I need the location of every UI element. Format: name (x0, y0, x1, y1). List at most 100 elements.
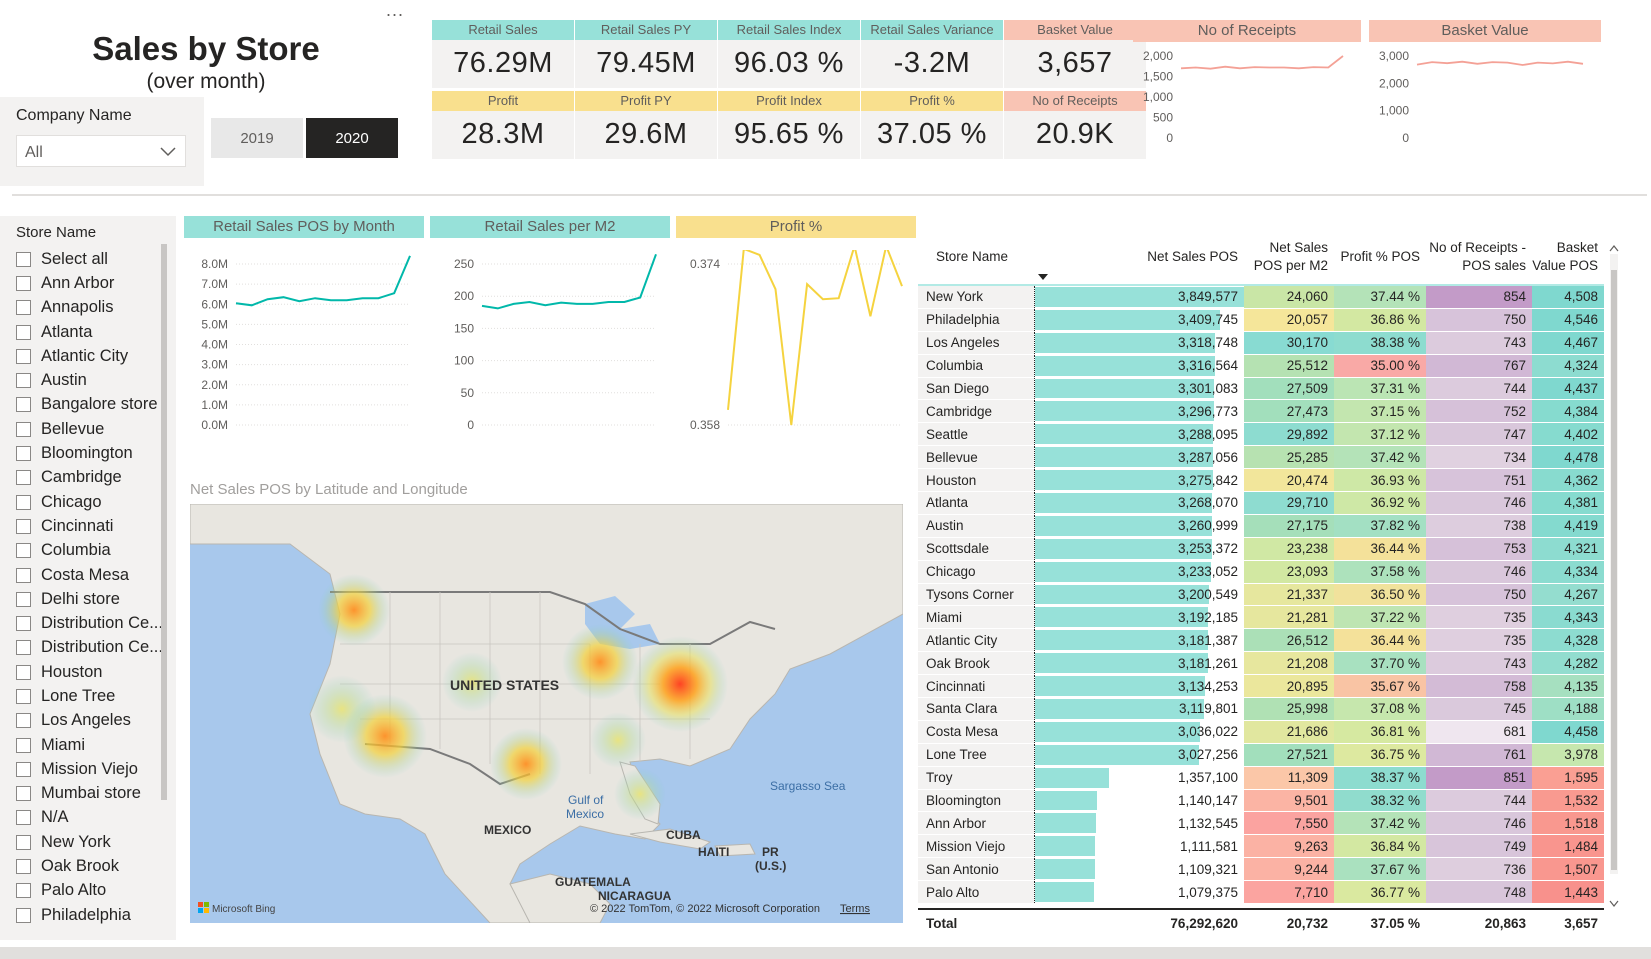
store-slicer-item[interactable]: Mission Viejo (16, 757, 176, 781)
year-2020-button[interactable]: 2020 (306, 118, 398, 158)
checkbox-icon[interactable] (16, 859, 31, 875)
store-slicer-item[interactable]: N/A (16, 806, 176, 830)
checkbox-icon[interactable] (16, 567, 31, 583)
table-row[interactable]: Bellevue 3,287,056 25,285 37.42 % 734 4,478 (918, 446, 1604, 470)
year-2019-button[interactable]: 2019 (211, 118, 303, 158)
kpi-card[interactable]: Profit Index 95.65 % (718, 91, 860, 159)
store-slicer-item[interactable]: Oak Brook (16, 854, 176, 878)
receipts-mini-chart[interactable]: No of Receipts 2,000 1,500 1,000 500 0 (1133, 20, 1361, 160)
store-slicer-item[interactable]: Mumbai store (16, 782, 176, 806)
store-slicer-item[interactable]: Annapolis (16, 296, 176, 320)
table-row[interactable]: New York 3,849,577 24,060 37.44 % 854 4,508 (918, 286, 1604, 309)
table-row[interactable]: Atlantic City 3,181,387 26,512 36.44 % 735 4,… (918, 629, 1604, 653)
checkbox-icon[interactable] (16, 883, 31, 899)
store-slicer-item[interactable]: Delhi store (16, 587, 176, 611)
table-row[interactable]: Houston 3,275,842 20,474 36.93 % 751 4,362 (918, 469, 1604, 493)
checkbox-icon[interactable] (16, 664, 31, 680)
table-row[interactable]: Mission Viejo 1,111,581 9,263 36.84 % 749 1,4… (918, 835, 1604, 859)
kpi-card[interactable]: Retail Sales 76.29M (432, 20, 574, 88)
store-slicer-item[interactable]: Houston (16, 660, 176, 684)
checkbox-icon[interactable] (16, 373, 31, 389)
checkbox-icon[interactable] (16, 470, 31, 486)
store-slicer-item[interactable]: Bangalore store (16, 393, 176, 417)
checkbox-icon[interactable] (16, 446, 31, 462)
table-row[interactable]: Columbia 3,316,564 25,512 35.00 % 767 4,324 (918, 354, 1604, 378)
kpi-card[interactable]: Profit 28.3M (432, 91, 574, 159)
table-row[interactable]: Atlanta 3,268,070 29,710 36.92 % 746 4,381 (918, 492, 1604, 515)
table-row[interactable]: Costa Mesa 3,036,022 21,686 36.81 % 681 4,458 (918, 720, 1604, 744)
checkbox-icon[interactable] (16, 761, 31, 777)
store-slicer-item[interactable]: Bellevue (16, 417, 176, 441)
checkbox-icon[interactable] (16, 300, 31, 316)
checkbox-icon[interactable] (16, 421, 31, 437)
table-row[interactable]: Tysons Corner 3,200,549 21,337 36.50 % 750 4,… (918, 583, 1604, 607)
store-slicer-item[interactable]: Costa Mesa (16, 563, 176, 587)
store-slicer-item[interactable]: Los Angeles (16, 709, 176, 733)
profit-pct-chart[interactable]: 0.374 0.358 (676, 250, 916, 440)
checkbox-icon[interactable] (16, 348, 31, 364)
store-slicer-item[interactable]: Cambridge (16, 466, 176, 490)
kpi-card[interactable]: Profit % 37.05 % (861, 91, 1003, 159)
store-slicer-item[interactable]: Chicago (16, 490, 176, 514)
checkbox-icon[interactable] (16, 688, 31, 704)
checkbox-icon[interactable] (16, 810, 31, 826)
checkbox-icon[interactable] (16, 907, 31, 923)
map-terms-link[interactable]: Terms (840, 903, 870, 915)
store-slicer-item[interactable]: Philadelphia (16, 903, 176, 927)
column-header[interactable]: Profit % POS (1340, 249, 1420, 264)
sales-per-m2-chart[interactable]: 250 200 150 100 50 0 (430, 250, 670, 440)
store-slicer-item[interactable]: Distribution Ce... (16, 611, 176, 635)
store-slicer-item[interactable]: Atlantic City (16, 344, 176, 368)
store-slicer-item[interactable]: Select all (16, 247, 176, 271)
kpi-card[interactable]: Profit PY 29.6M (575, 91, 717, 159)
checkbox-icon[interactable] (16, 494, 31, 510)
table-row[interactable]: Philadelphia 3,409,745 20,057 36.86 % 750 4,5… (918, 308, 1604, 332)
table-row[interactable]: Lone Tree 3,027,256 27,521 36.75 % 761 3,978 (918, 743, 1604, 767)
table-row[interactable]: Cambridge 3,296,773 27,473 37.15 % 752 4,384 (918, 400, 1604, 424)
checkbox-icon[interactable] (16, 713, 31, 729)
kpi-card[interactable]: Basket Value 3,657 (1004, 20, 1146, 88)
checkbox-icon[interactable] (16, 786, 31, 802)
scroll-up-icon[interactable] (1609, 244, 1619, 252)
table-row[interactable]: Palo Alto 1,079,375 7,710 36.77 % 748 1,443 (918, 881, 1604, 905)
sales-heat-map[interactable]: UNITED STATES MEXICO Gulf of Mexico Sarg… (190, 504, 903, 923)
checkbox-icon[interactable] (16, 324, 31, 340)
table-row[interactable]: Ann Arbor 1,132,545 7,550 37.42 % 746 1,518 (918, 812, 1604, 836)
kpi-card[interactable]: No of Receipts 20.9K (1004, 91, 1146, 159)
column-header[interactable]: Store Name (936, 249, 1009, 264)
checkbox-icon[interactable] (16, 543, 31, 559)
scroll-down-icon[interactable] (1609, 900, 1619, 908)
sales-by-month-chart[interactable]: 8.0M 7.0M 6.0M 5.0M 4.0M 3.0M 2.0M 1.0M 0.0M (184, 250, 424, 440)
table-row[interactable]: Chicago 3,233,052 23,093 37.58 % 746 4,334 (918, 560, 1604, 584)
checkbox-icon[interactable] (16, 251, 31, 267)
kpi-card[interactable]: Retail Sales PY 79.45M (575, 20, 717, 88)
column-header[interactable]: Basket Value POS (1532, 240, 1598, 273)
checkbox-icon[interactable] (16, 591, 31, 607)
table-row[interactable]: Miami 3,192,185 21,281 37.22 % 735 4,343 (918, 606, 1604, 630)
checkbox-icon[interactable] (16, 737, 31, 753)
table-row[interactable]: Troy 1,357,100 11,309 38.37 % 851 1,595 (918, 766, 1604, 790)
checkbox-icon[interactable] (16, 640, 31, 656)
table-row[interactable]: Cincinnati 3,134,253 20,895 35.67 % 758 4,135 (918, 675, 1604, 699)
table-row[interactable]: Oak Brook 3,181,261 21,208 37.70 % 743 4,282 (918, 652, 1604, 676)
store-slicer-item[interactable]: New York (16, 830, 176, 854)
store-slicer-item[interactable]: Ann Arbor (16, 271, 176, 295)
more-options-icon[interactable]: ... (386, 0, 405, 20)
store-slicer-item[interactable]: Distribution Ce... (16, 636, 176, 660)
store-slicer-item[interactable]: Miami (16, 733, 176, 757)
table-row[interactable]: Scottsdale 3,253,372 23,238 36.44 % 753 4,321 (918, 537, 1604, 561)
checkbox-icon[interactable] (16, 397, 31, 413)
column-header[interactable]: No of Receipts - POS sales (1429, 240, 1526, 273)
store-slicer-item[interactable]: Cincinnati (16, 514, 176, 538)
checkbox-icon[interactable] (16, 275, 31, 291)
table-row[interactable]: Seattle 3,288,095 29,892 37.12 % 747 4,402 (918, 423, 1604, 447)
table-scrollbar-thumb[interactable] (1611, 270, 1617, 870)
store-slicer-item[interactable]: Palo Alto (16, 879, 176, 903)
kpi-card[interactable]: Retail Sales Variance -3.2M (861, 20, 1003, 88)
sort-descending-icon[interactable] (1038, 274, 1048, 280)
bottom-scrollbar[interactable] (0, 947, 1651, 959)
basket-mini-chart[interactable]: Basket Value 3,000 2,000 1,000 0 (1369, 20, 1601, 160)
store-slicer-item[interactable]: Lone Tree (16, 684, 176, 708)
column-header[interactable]: Net Sales POS per M2 (1253, 240, 1328, 273)
table-row[interactable]: Los Angeles 3,318,748 30,170 38.38 % 743 4,46… (918, 331, 1604, 355)
